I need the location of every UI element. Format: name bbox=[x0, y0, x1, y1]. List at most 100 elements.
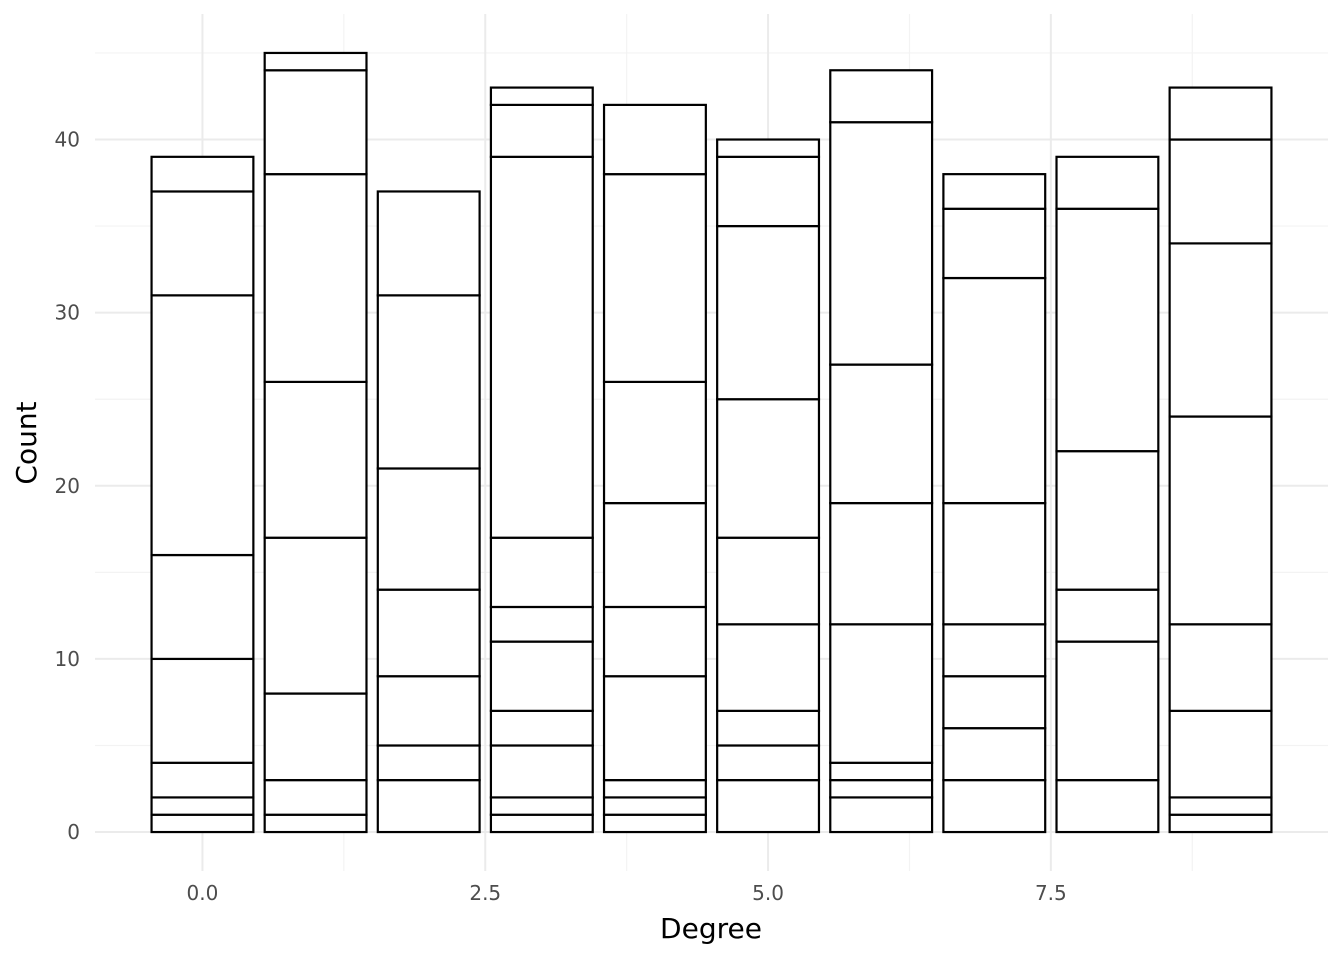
bar-segment bbox=[716, 155, 821, 228]
bar-stack bbox=[376, 190, 481, 834]
bar-segment bbox=[942, 675, 1047, 730]
bar-segment bbox=[1168, 242, 1273, 418]
bar-segment bbox=[942, 173, 1047, 210]
bar-segment bbox=[829, 69, 934, 124]
y-tick-label: 0 bbox=[67, 820, 80, 844]
bar-segment bbox=[602, 605, 707, 678]
bar-segment bbox=[942, 501, 1047, 626]
y-tick-label: 10 bbox=[55, 647, 80, 671]
bar-segment bbox=[716, 623, 821, 712]
x-tick-label: 5.0 bbox=[752, 881, 784, 905]
y-axis-ticks: 0 10 20 30 40 bbox=[55, 128, 80, 845]
bar-segment bbox=[376, 467, 481, 591]
bar-segment bbox=[489, 536, 594, 609]
y-tick-label: 30 bbox=[55, 301, 80, 325]
bar-segment bbox=[263, 813, 368, 834]
bar-segment bbox=[150, 761, 255, 799]
bar-segment bbox=[263, 69, 368, 176]
bar-segment bbox=[1055, 207, 1160, 453]
bar-segment bbox=[489, 86, 594, 106]
bar-segment bbox=[829, 121, 934, 366]
bar-segment bbox=[602, 796, 707, 816]
bar-segment bbox=[1055, 588, 1160, 643]
bar-segment bbox=[602, 103, 707, 176]
bar-segment bbox=[150, 294, 255, 557]
x-tick-label: 7.5 bbox=[1035, 881, 1067, 905]
bar-segment bbox=[829, 761, 934, 782]
bar-segment bbox=[602, 813, 707, 834]
bar-segment bbox=[829, 779, 934, 799]
x-tick-label: 0.0 bbox=[187, 881, 219, 905]
bar-segment bbox=[376, 294, 481, 470]
bar-segment bbox=[1168, 623, 1273, 712]
bar-segment bbox=[602, 501, 707, 609]
bar-segment bbox=[716, 138, 821, 158]
bar-segment bbox=[716, 779, 821, 834]
bar-segment bbox=[829, 363, 934, 505]
bar-stack bbox=[942, 173, 1047, 834]
bar-segment bbox=[489, 744, 594, 799]
bar-stack bbox=[716, 138, 821, 834]
bar-segment bbox=[489, 155, 594, 539]
bar-stack bbox=[489, 86, 594, 834]
bar-segment bbox=[602, 380, 707, 505]
bar-segment bbox=[263, 380, 368, 539]
bar-segment bbox=[1055, 155, 1160, 210]
bar-segment bbox=[1168, 813, 1273, 834]
bar-segment bbox=[150, 796, 255, 816]
bar-segment bbox=[150, 155, 255, 193]
bar-segment bbox=[150, 813, 255, 834]
bar-segment bbox=[489, 640, 594, 712]
bar-segment bbox=[489, 796, 594, 816]
bar-segment bbox=[1168, 415, 1273, 626]
bar-segment bbox=[376, 588, 481, 678]
bar-stack bbox=[263, 51, 368, 834]
bar-segment bbox=[1055, 640, 1160, 782]
bar-segment bbox=[716, 224, 821, 401]
y-tick-label: 20 bbox=[55, 474, 80, 498]
bar-stack bbox=[602, 103, 707, 834]
bar-segment bbox=[263, 779, 368, 816]
bar-segment bbox=[1168, 138, 1273, 245]
bar-segment bbox=[942, 207, 1047, 280]
bar-segment bbox=[263, 173, 368, 384]
bar-segment bbox=[602, 173, 707, 384]
bar-segment bbox=[1168, 709, 1273, 799]
y-axis-title: Count bbox=[10, 401, 43, 484]
bar-segment bbox=[716, 744, 821, 782]
bar-segment bbox=[150, 657, 255, 764]
bar-segment bbox=[1055, 779, 1160, 834]
bar-segment bbox=[1168, 86, 1273, 141]
bar-segment bbox=[829, 623, 934, 764]
bar-segment bbox=[489, 813, 594, 834]
bar-stack bbox=[150, 155, 255, 834]
y-tick-label: 40 bbox=[55, 128, 80, 152]
bar-segment bbox=[489, 709, 594, 747]
bar-segment bbox=[829, 796, 934, 834]
bar-segment bbox=[263, 51, 368, 72]
bar-segment bbox=[942, 623, 1047, 678]
bar-segment bbox=[716, 398, 821, 539]
bar-stack bbox=[1055, 155, 1160, 834]
bar-segment bbox=[376, 190, 481, 297]
x-tick-label: 2.5 bbox=[469, 881, 501, 905]
bar-segment bbox=[376, 675, 481, 747]
bars bbox=[150, 51, 1273, 834]
bar-segment bbox=[376, 779, 481, 834]
bar-stack bbox=[1168, 86, 1273, 834]
bar-segment bbox=[263, 536, 368, 695]
bar-segment bbox=[150, 553, 255, 661]
bar-segment bbox=[489, 605, 594, 643]
bar-segment bbox=[1055, 450, 1160, 591]
bar-segment bbox=[942, 727, 1047, 782]
bar-segment bbox=[942, 276, 1047, 505]
bar-segment bbox=[716, 709, 821, 747]
x-axis-ticks: 0.0 2.5 5.0 7.5 bbox=[187, 881, 1067, 905]
bar-stack bbox=[829, 69, 934, 834]
bar-segment bbox=[942, 779, 1047, 834]
bar-segment bbox=[716, 536, 821, 626]
bar-segment bbox=[263, 692, 368, 782]
bar-segment bbox=[602, 779, 707, 799]
bar-segment bbox=[829, 501, 934, 626]
